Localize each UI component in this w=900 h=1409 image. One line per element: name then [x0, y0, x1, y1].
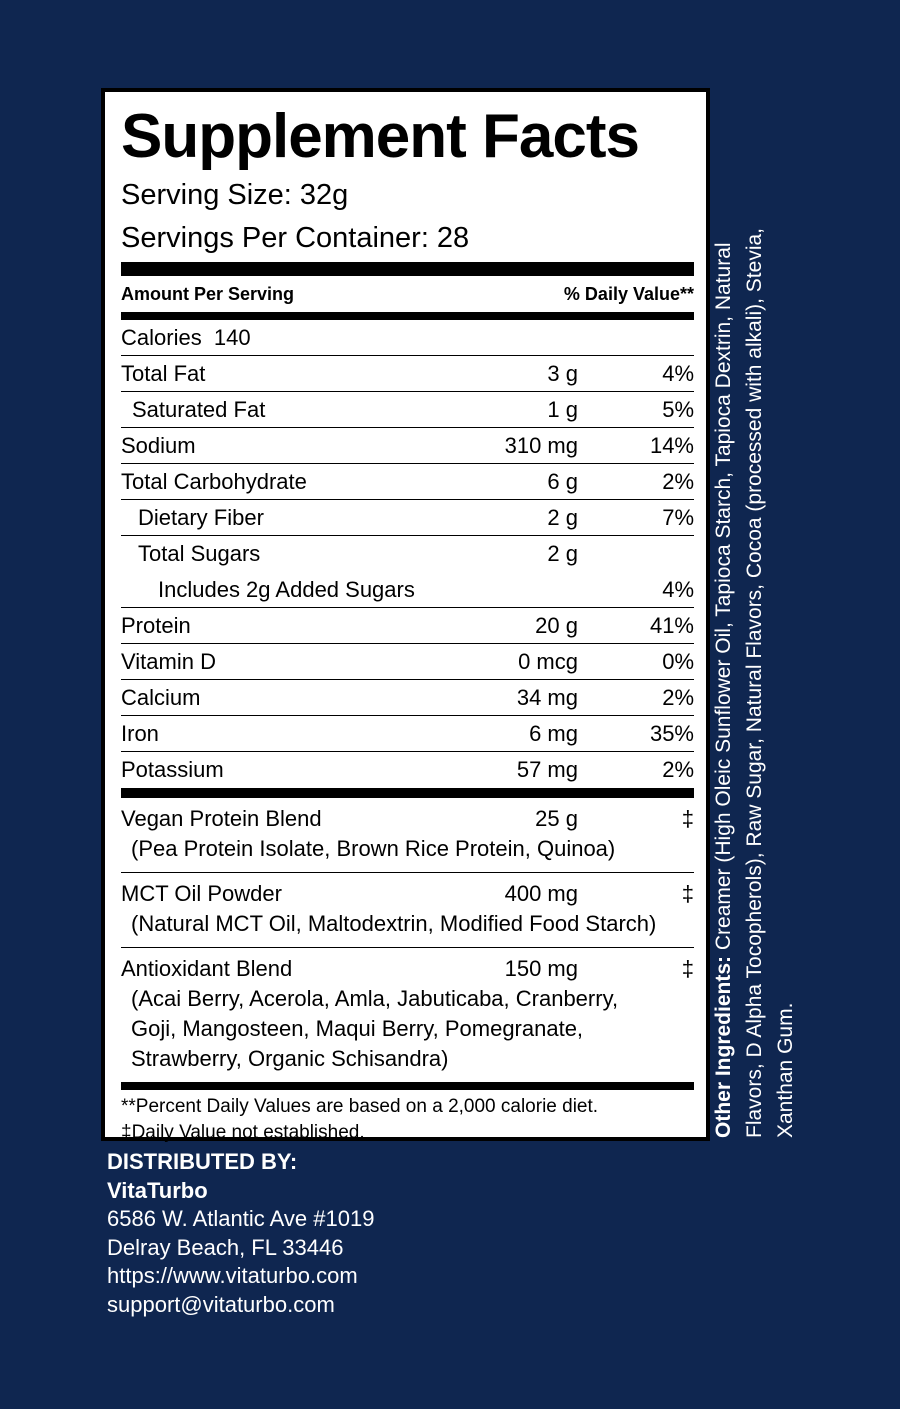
blend-ingredients: Strawberry, Organic Schisandra) — [131, 1046, 449, 1071]
blend-row: Vegan Protein Blend 25 g ‡ (Pea Protein … — [121, 798, 694, 873]
nutrient-dv: 0% — [662, 648, 694, 674]
other-ingredients: Other Ingredients: Creamer (High Oleic S… — [708, 168, 801, 1138]
distributor-email: support@vitaturbo.com — [107, 1291, 335, 1317]
nutrient-name: Vitamin D — [121, 648, 216, 674]
blend-amount: 150 mg — [504, 956, 578, 981]
distributor-name: VitaTurbo — [107, 1177, 208, 1203]
nutrient-dv: 2% — [662, 684, 694, 710]
blend-dv: ‡ — [681, 881, 694, 906]
nutrient-name: Calcium — [121, 684, 201, 710]
nutrient-name: Total Fat — [121, 360, 206, 386]
nutrient-amount: 20 g — [535, 612, 578, 638]
nutrient-amount: 310 mg — [504, 432, 578, 458]
nutrient-row: Potassium 57 mg 2% — [121, 752, 694, 788]
blend-ingredients: (Acai Berry, Acerola, Amla, Jabuticaba, … — [131, 986, 619, 1011]
nutrient-name: Dietary Fiber — [138, 504, 264, 530]
blend-amount: 400 mg — [504, 881, 578, 906]
nutrient-amount: 6 mg — [529, 720, 578, 746]
calories-label: Calories 140 — [121, 324, 251, 350]
header-amount-per-serving: Amount Per Serving — [121, 283, 295, 304]
blend-ingredients: (Pea Protein Isolate, Brown Rice Protein… — [131, 836, 616, 861]
blend-ingredients: Goji, Mangosteen, Maqui Berry, Pomegrana… — [131, 1016, 584, 1041]
nutrient-row: Dietary Fiber 2 g 7% — [121, 500, 694, 536]
nutrient-name: Sodium — [121, 432, 196, 458]
nutrient-amount: 2 g — [547, 504, 578, 530]
divider-thick — [121, 262, 694, 276]
divider-medium — [121, 1082, 694, 1090]
footnotes: **Percent Daily Values are based on a 2,… — [121, 1090, 694, 1146]
distributor-address-line2: Delray Beach, FL 33446 — [107, 1234, 344, 1260]
nutrient-row: Total Sugars 2 g — [121, 536, 694, 572]
nutrient-row: Total Carbohydrate 6 g 2% — [121, 464, 694, 500]
nutrient-name: Total Carbohydrate — [121, 468, 307, 494]
divider-medium — [121, 312, 694, 320]
nutrient-row: Sodium 310 mg 14% — [121, 428, 694, 464]
header-daily-value: % Daily Value** — [563, 283, 694, 304]
nutrient-name: Total Sugars — [138, 541, 261, 566]
blend-name: Antioxidant Blend — [121, 956, 293, 981]
blend-row: Antioxidant Blend 150 mg ‡ (Acai Berry, … — [121, 948, 694, 1082]
nutrient-row: Saturated Fat 1 g 5% — [121, 392, 694, 428]
nutrient-amount: 3 g — [547, 360, 578, 386]
nutrient-amount: 57 mg — [516, 757, 578, 782]
nutrient-amount: 34 mg — [516, 684, 578, 710]
nutrient-amount: 1 g — [547, 396, 578, 422]
nutrient-dv: 2% — [662, 468, 694, 494]
nutrient-row: Vitamin D 0 mcg 0% — [121, 644, 694, 680]
nutrient-row: Protein 20 g 41% — [121, 608, 694, 644]
distributor-heading: DISTRIBUTED BY: — [107, 1149, 298, 1174]
blend-dv: ‡ — [681, 956, 694, 981]
nutrient-row: Calcium 34 mg 2% — [121, 680, 694, 716]
blend-name: Vegan Protein Blend — [121, 806, 322, 831]
nutrient-dv: 14% — [649, 432, 694, 458]
nutrient-name: Iron — [121, 720, 159, 746]
nutrient-dv: 4% — [662, 576, 694, 602]
table-header: Amount Per Serving % Daily Value** — [121, 276, 694, 312]
supplement-facts-panel: Supplement Facts Serving Size: 32g Servi… — [101, 88, 710, 1143]
nutrient-dv: 7% — [662, 504, 694, 530]
nutrient-row: Includes 2g Added Sugars 4% — [121, 572, 694, 608]
distributor-website: https://www.vitaturbo.com — [107, 1263, 358, 1288]
nutrient-row: Iron 6 mg 35% — [121, 716, 694, 752]
divider-thick — [121, 788, 694, 798]
nutrient-amount: 6 g — [547, 468, 578, 494]
serving-size: Serving Size: 32g — [121, 179, 349, 211]
other-ingredients-label: Other Ingredients: — [712, 955, 735, 1138]
nutrient-row: Total Fat 3 g 4% — [121, 356, 694, 392]
blend-name: MCT Oil Powder — [121, 881, 282, 906]
nutrient-name: Includes 2g Added Sugars — [158, 576, 415, 602]
nutrient-dv: 35% — [649, 720, 694, 746]
servings-per-container: Servings Per Container: 28 — [121, 222, 470, 254]
blend-dv: ‡ — [681, 806, 694, 831]
distributor-info: DISTRIBUTED BY: VitaTurbo 6586 W. Atlant… — [107, 1148, 374, 1319]
nutrient-name: Protein — [121, 612, 191, 638]
panel-title: Supplement Facts — [121, 102, 640, 171]
nutrient-amount: 2 g — [547, 541, 578, 566]
nutrient-amount: 0 mcg — [518, 648, 578, 674]
nutrient-dv: 5% — [662, 396, 694, 422]
distributor-address-line1: 6586 W. Atlantic Ave #1019 — [107, 1206, 375, 1231]
nutrient-name: Potassium — [121, 757, 224, 782]
nutrient-dv: 4% — [662, 360, 694, 386]
blend-row: MCT Oil Powder 400 mg ‡ (Natural MCT Oil… — [121, 873, 694, 948]
nutrient-dv: 2% — [662, 757, 694, 782]
nutrient-dv: 41% — [649, 612, 694, 638]
blend-amount: 25 g — [535, 806, 578, 831]
footnote-not-established: ‡Daily Value not established. — [121, 1122, 365, 1143]
blend-ingredients: (Natural MCT Oil, Maltodextrin, Modified… — [131, 911, 657, 936]
footnote-daily-values: **Percent Daily Values are based on a 2,… — [121, 1096, 599, 1117]
nutrient-name: Saturated Fat — [132, 396, 266, 422]
calories-row: Calories 140 — [121, 320, 694, 356]
